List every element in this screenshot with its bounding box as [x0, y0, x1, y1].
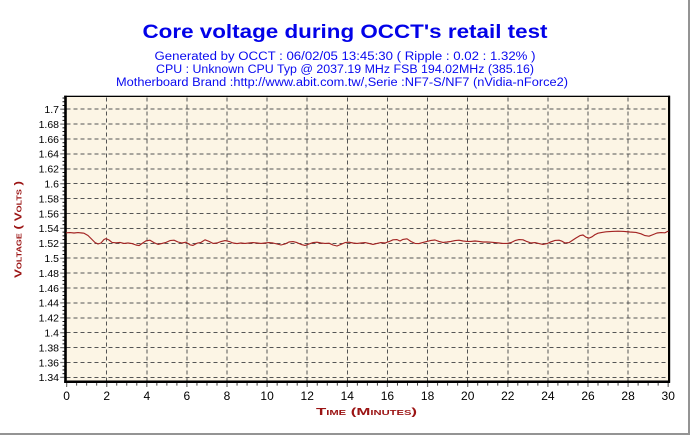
svg-text:12: 12 — [301, 389, 315, 403]
svg-text:1.66: 1.66 — [39, 134, 60, 146]
svg-text:6: 6 — [184, 389, 191, 403]
svg-text:14: 14 — [341, 389, 355, 403]
svg-text:Motherboard Brand :http://www.: Motherboard Brand :http://www.abit.com.t… — [116, 77, 568, 89]
svg-text:Generated by OCCT : 06/02/05 1: Generated by OCCT : 06/02/05 13:45:30 ( … — [155, 51, 536, 63]
svg-text:1.42: 1.42 — [39, 313, 60, 325]
svg-text:1.6: 1.6 — [44, 179, 59, 191]
svg-text:1.64: 1.64 — [39, 149, 60, 161]
svg-text:1.5: 1.5 — [44, 253, 59, 265]
svg-text:22: 22 — [501, 389, 515, 403]
svg-text:CPU : Unknown CPU Typ @ 2037.1: CPU : Unknown CPU Typ @ 2037.19 MHz FSB … — [156, 64, 534, 76]
svg-text:30: 30 — [662, 389, 676, 403]
svg-text:20: 20 — [461, 389, 475, 403]
svg-text:0: 0 — [63, 389, 70, 403]
svg-text:1.44: 1.44 — [39, 298, 60, 310]
svg-text:24: 24 — [541, 389, 555, 403]
svg-text:Time (Minutes): Time (Minutes) — [316, 406, 417, 418]
svg-text:28: 28 — [621, 389, 635, 403]
svg-text:1.62: 1.62 — [39, 164, 60, 176]
svg-text:16: 16 — [381, 389, 395, 403]
svg-text:1.48: 1.48 — [39, 268, 60, 280]
svg-text:1.4: 1.4 — [44, 328, 59, 340]
svg-text:18: 18 — [421, 389, 435, 403]
svg-text:1.38: 1.38 — [39, 342, 60, 354]
svg-text:1.52: 1.52 — [39, 238, 60, 250]
svg-text:1.34: 1.34 — [39, 372, 60, 384]
svg-text:Voltage ( Volts ): Voltage ( Volts ) — [13, 181, 25, 278]
svg-text:1.68: 1.68 — [39, 119, 60, 131]
svg-text:26: 26 — [581, 389, 595, 403]
svg-text:1.56: 1.56 — [39, 208, 60, 220]
svg-text:8: 8 — [224, 389, 231, 403]
svg-text:1.54: 1.54 — [39, 223, 60, 235]
svg-text:1.46: 1.46 — [39, 283, 60, 295]
svg-text:10: 10 — [260, 389, 274, 403]
svg-text:1.7: 1.7 — [44, 104, 59, 116]
svg-text:2: 2 — [103, 389, 110, 403]
svg-text:4: 4 — [143, 389, 150, 403]
svg-text:1.58: 1.58 — [39, 193, 60, 205]
svg-text:1.36: 1.36 — [39, 357, 60, 369]
svg-text:Core voltage during OCCT's ret: Core voltage during OCCT's retail test — [143, 21, 549, 43]
